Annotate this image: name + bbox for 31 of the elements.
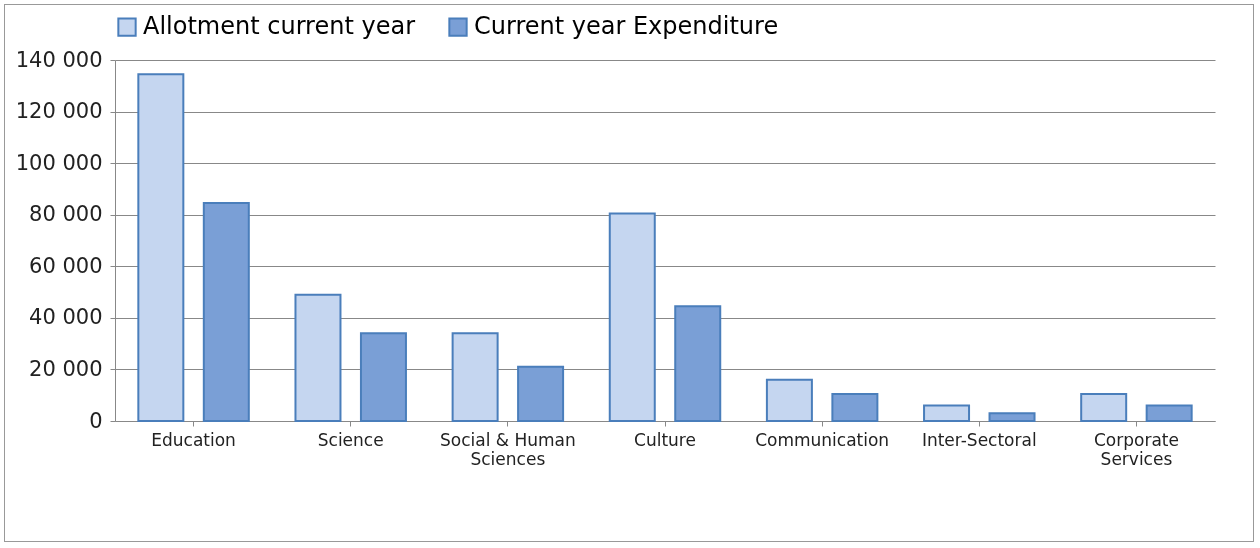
y-tick-label: 60 000 bbox=[29, 253, 103, 278]
bar bbox=[517, 365, 565, 422]
y-tick-label: 0 bbox=[89, 408, 103, 433]
bar bbox=[202, 202, 250, 422]
x-tick-label: Inter-Sectoral bbox=[921, 429, 1037, 450]
x-tick-label: Culture bbox=[634, 429, 696, 450]
bar bbox=[451, 332, 499, 422]
bar bbox=[359, 332, 407, 422]
bar bbox=[137, 73, 185, 422]
bar bbox=[608, 212, 656, 422]
bar bbox=[1080, 392, 1128, 422]
y-tick-label: 40 000 bbox=[29, 305, 103, 330]
y-tick-label: 120 000 bbox=[15, 99, 103, 124]
y-tick-label: 80 000 bbox=[29, 202, 103, 227]
x-tick-label: Communication bbox=[755, 429, 890, 450]
x-tick-label: Science bbox=[317, 429, 384, 450]
legend-label: Current year Expenditure bbox=[474, 12, 779, 41]
bar bbox=[674, 305, 722, 422]
legend-label: Allotment current year bbox=[143, 12, 416, 41]
x-tick-label: Education bbox=[151, 429, 236, 450]
bar bbox=[765, 378, 813, 422]
bar bbox=[988, 412, 1036, 422]
x-tick-label: Social & Human Sciences bbox=[439, 429, 576, 469]
bar bbox=[294, 293, 342, 422]
y-tick-label: 140 000 bbox=[15, 47, 103, 72]
bar bbox=[1145, 404, 1193, 422]
y-tick-label: 100 000 bbox=[15, 150, 103, 175]
y-tick-label: 20 000 bbox=[29, 356, 103, 381]
x-tick-label: Corporate Services bbox=[1093, 429, 1179, 469]
bar bbox=[923, 404, 971, 422]
bar bbox=[831, 392, 879, 422]
